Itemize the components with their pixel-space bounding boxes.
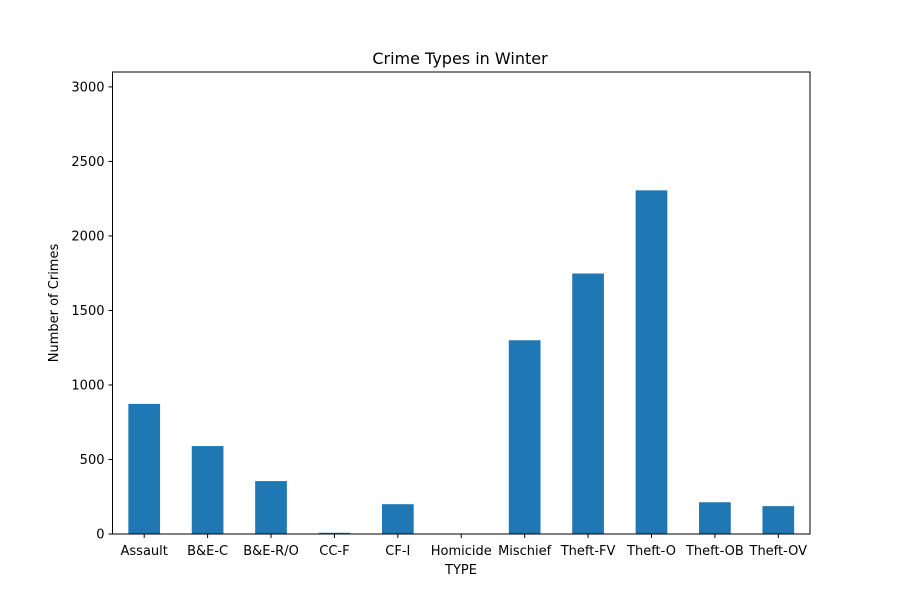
bar-CC-F — [318, 532, 351, 534]
y-tick-label: 1500 — [71, 304, 104, 319]
bar-Mischief — [508, 340, 541, 534]
chart-title: Crime Types in Winter — [372, 49, 548, 68]
plot-area: Assault B&E-C B&E-R/O CC-F CF-I Homicide Misch… — [71, 80, 807, 559]
bar-Theft-FV — [572, 273, 604, 534]
y-tick-label: 2500 — [71, 155, 104, 170]
bar-Theft-OB — [699, 502, 731, 534]
x-tick-label: B&E-C — [187, 544, 228, 559]
x-tick-label: B&E-R/O — [243, 544, 299, 559]
x-axis-label: TYPE — [444, 563, 477, 578]
x-tick-label: Theft-O — [626, 544, 676, 559]
x-tick-label: Assault — [121, 544, 168, 559]
y-tick-label: 3000 — [71, 80, 104, 95]
x-tick-label: Homicide — [431, 544, 492, 559]
x-tick-label: CC-F — [319, 544, 349, 559]
x-tick-label: CF-I — [385, 544, 410, 559]
bar-Assault — [128, 403, 161, 534]
x-tick-label: Mischief — [498, 544, 552, 559]
x-tick-label: Theft-FV — [560, 544, 616, 559]
y-axis-label: Number of Crimes — [47, 244, 62, 363]
y-tick-label: 2000 — [71, 229, 104, 244]
plot-frame — [112, 71, 811, 535]
y-tick-label: 1000 — [71, 378, 104, 393]
x-tick-label: Theft-OB — [685, 544, 744, 559]
bar-Theft-OV — [762, 506, 795, 534]
x-tick-label: Theft-OV — [749, 544, 808, 559]
y-tick-label: 0 — [96, 528, 104, 543]
bar-CF-I — [381, 504, 414, 534]
bar-B&E-C — [191, 446, 224, 534]
bar-B&E-R/O — [255, 481, 287, 534]
bar-Theft-O — [635, 190, 668, 535]
y-tick-label: 500 — [80, 453, 105, 468]
